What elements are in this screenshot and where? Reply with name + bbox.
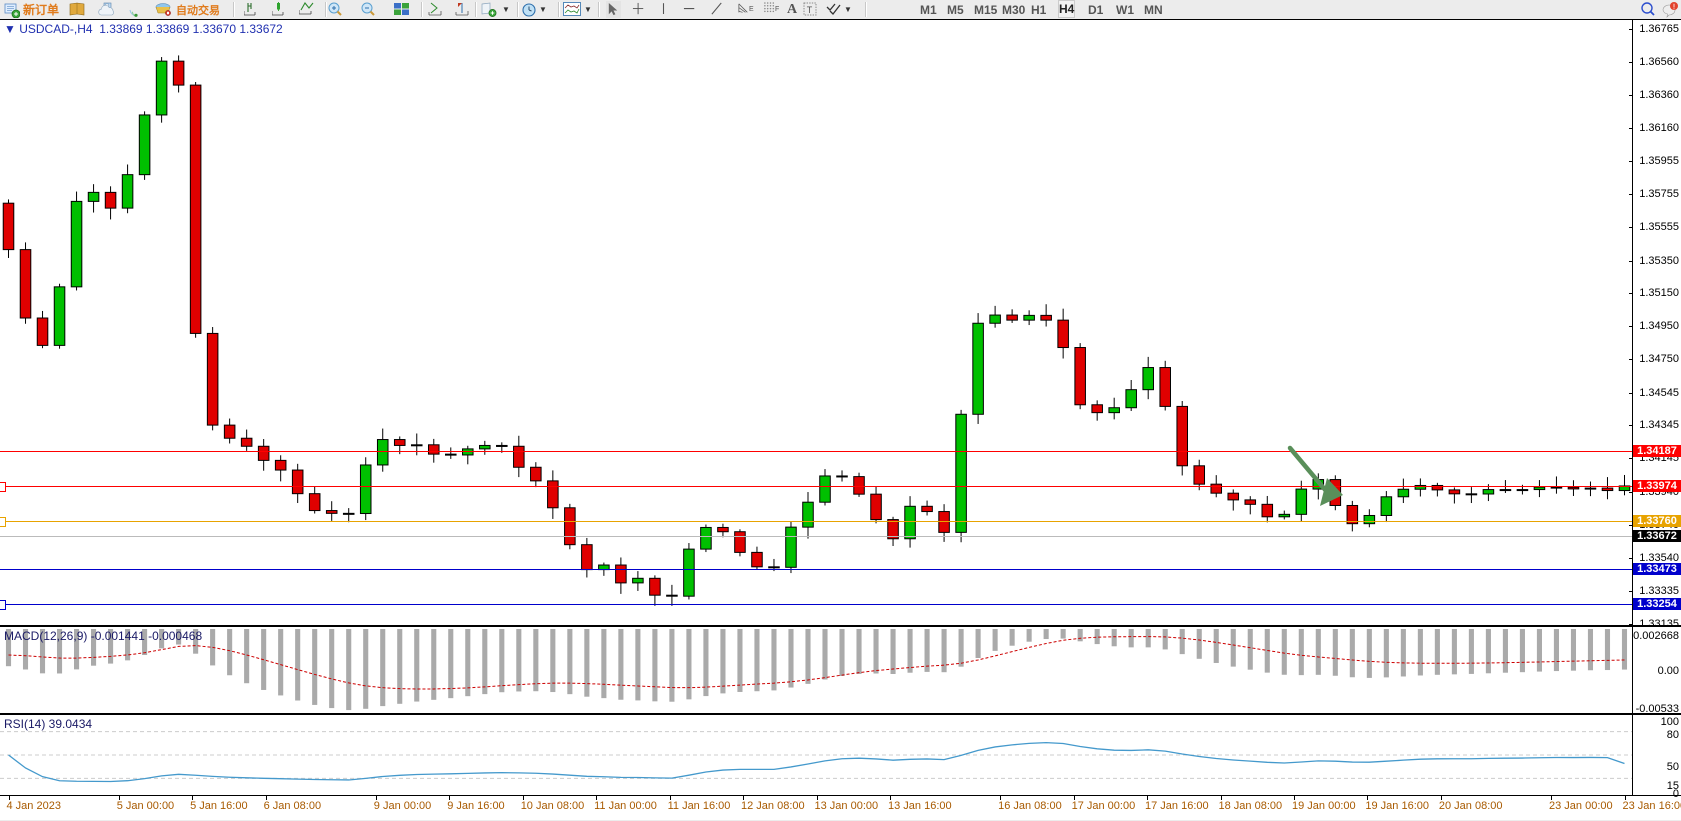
svg-text:T: T [807, 5, 813, 15]
